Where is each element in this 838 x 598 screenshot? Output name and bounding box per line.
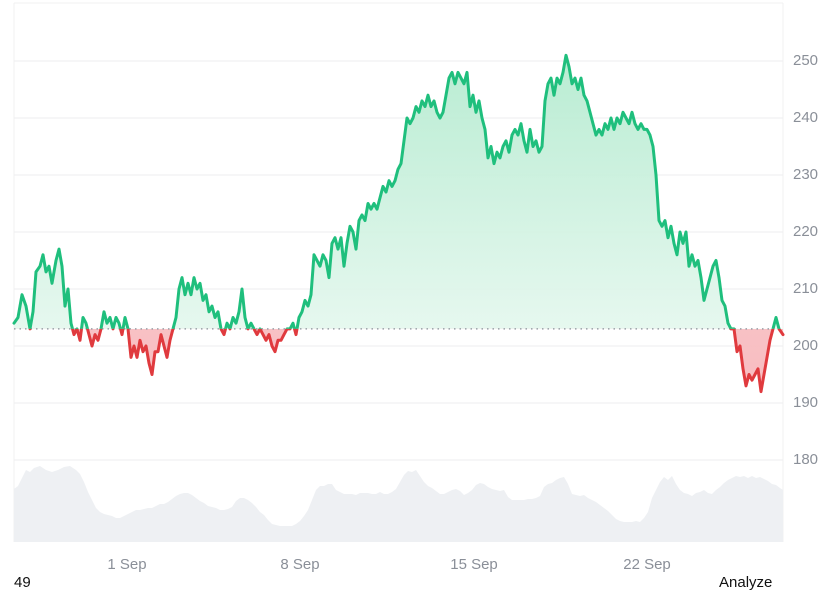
footer-value: 49 xyxy=(14,574,31,591)
price-line-down[interactable] xyxy=(14,55,785,394)
x-tick-label: 15 Sep xyxy=(450,556,498,573)
y-tick-label: 220 xyxy=(793,223,819,240)
y-tick-label: 200 xyxy=(793,337,819,354)
price-line-up[interactable] xyxy=(12,53,783,391)
y-tick-label: 240 xyxy=(793,109,819,126)
price-fill-above-baseline xyxy=(14,55,779,329)
y-tick-label: 250 xyxy=(793,52,819,69)
x-tick-label: 8 Sep xyxy=(280,556,320,573)
y-tick-label: 210 xyxy=(793,280,819,297)
y-tick-label: 180 xyxy=(793,451,819,468)
x-tick-label: 1 Sep xyxy=(107,556,147,573)
y-tick-label: 190 xyxy=(793,394,819,411)
volume-area xyxy=(14,466,783,542)
x-tick-label: 22 Sep xyxy=(623,556,671,573)
analyze-button[interactable]: Analyze xyxy=(719,574,773,591)
price-fill-below-baseline xyxy=(14,328,783,392)
y-tick-label: 230 xyxy=(793,166,819,183)
